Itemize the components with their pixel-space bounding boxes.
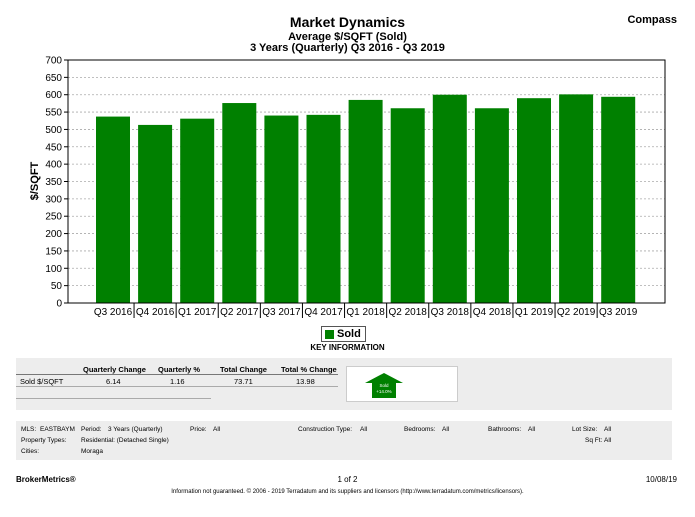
table-header-rule bbox=[16, 374, 338, 375]
bar-q3-2018 bbox=[432, 94, 467, 303]
col-header-total-pct-change: Total % Change bbox=[281, 365, 337, 374]
bar-q3-2019 bbox=[601, 96, 636, 303]
y-tick-label: 650 bbox=[45, 73, 62, 84]
kpi-badge-value: +14.0% bbox=[376, 389, 391, 394]
bar-q1-2018 bbox=[348, 99, 383, 304]
bar-q4-2018 bbox=[474, 108, 509, 303]
x-tick-label: Q3 2016 bbox=[94, 307, 133, 318]
filter-property-label: Property Types: bbox=[21, 437, 67, 444]
table-row-rule-2 bbox=[16, 398, 211, 399]
filter-period-label: Period: bbox=[81, 426, 102, 433]
x-tick-label: Q2 2018 bbox=[389, 307, 428, 318]
footer-brand: BrokerMetrics® bbox=[16, 475, 76, 484]
brand-name: Compass bbox=[627, 14, 677, 26]
filter-bathrooms-label: Bathrooms: bbox=[488, 426, 522, 433]
filter-period-value: 3 Years (Quarterly) bbox=[108, 426, 163, 433]
up-arrow-icon: Sold +14.0% bbox=[365, 373, 403, 398]
y-tick-label: 150 bbox=[45, 246, 62, 257]
y-tick-label: 50 bbox=[51, 281, 63, 292]
y-tick-label: 0 bbox=[56, 299, 62, 310]
y-tick-label: 450 bbox=[45, 142, 62, 153]
cell-total-pct-change: 13.98 bbox=[296, 377, 315, 386]
cell-total-change: 73.71 bbox=[234, 377, 253, 386]
key-information-heading: KEY INFORMATION bbox=[310, 343, 385, 352]
filter-property-value: Residential: (Detached Single) bbox=[81, 437, 169, 444]
x-tick-label: Q1 2019 bbox=[515, 307, 554, 318]
chart-bars bbox=[96, 94, 636, 304]
y-tick-label: 550 bbox=[45, 108, 62, 119]
y-tick-label: 350 bbox=[45, 177, 62, 188]
x-tick-label: Q3 2018 bbox=[431, 307, 470, 318]
legend-swatch-sold bbox=[325, 329, 334, 339]
filter-construction-label: Construction Type: bbox=[298, 426, 353, 433]
plot-frame bbox=[67, 59, 666, 304]
bar-q4-2016 bbox=[138, 124, 173, 303]
cell-quarterly-change: 6.14 bbox=[106, 377, 121, 386]
bar-q1-2019 bbox=[517, 98, 551, 303]
x-tick-label: Q2 2019 bbox=[557, 307, 596, 318]
cell-quarterly-pct: 1.16 bbox=[170, 377, 185, 386]
bar-q2-2019 bbox=[559, 94, 594, 303]
kpi-badge-label: Sold bbox=[379, 383, 389, 388]
filter-bathrooms-value: All bbox=[528, 426, 536, 433]
col-header-quarterly-pct: Quarterly % bbox=[158, 365, 201, 374]
y-axis-ticks: 0 50 100 150 200 250 300 350 400 450 500 550 600 650 7… bbox=[45, 56, 68, 310]
y-tick-label: 300 bbox=[45, 194, 62, 205]
filter-sqft-label: Sq Ft: bbox=[585, 437, 603, 444]
table-row-rule bbox=[16, 386, 338, 387]
filter-construction-value: All bbox=[360, 426, 368, 433]
chart-period-subtitle: 3 Years (Quarterly) Q3 2016 - Q3 2019 bbox=[250, 42, 445, 54]
filter-cities-value: Moraga bbox=[81, 448, 104, 455]
filter-lot-label: Lot Size: bbox=[572, 426, 598, 433]
bar-q4-2017 bbox=[306, 114, 341, 303]
y-tick-label: 100 bbox=[45, 264, 62, 275]
x-axis-ticks: Q3 2016 Q4 2016 Q1 2017 Q2 2017 Q3 2017 Q4 20… bbox=[94, 303, 638, 318]
y-tick-label: 250 bbox=[45, 212, 62, 223]
y-tick-label: 500 bbox=[45, 125, 62, 136]
chart-subtitle: Average $/SQFT (Sold) bbox=[288, 31, 407, 43]
filter-lot-value: All bbox=[604, 426, 612, 433]
bar-q3-2016 bbox=[96, 116, 130, 303]
kpi-trend-box: Sold +14.0% bbox=[346, 366, 458, 402]
y-tick-label: 700 bbox=[45, 56, 62, 67]
y-axis-label: $/SQFT bbox=[29, 161, 41, 200]
x-tick-label: Q4 2016 bbox=[136, 307, 175, 318]
filter-mls-label: MLS: bbox=[21, 426, 37, 433]
row-label-sold-sqft: Sold $/SQFT bbox=[20, 377, 64, 386]
x-tick-label: Q2 2017 bbox=[220, 307, 259, 318]
filter-price-value: All bbox=[213, 426, 221, 433]
filter-mls-value: EASTBAYM bbox=[40, 426, 75, 433]
y-tick-label: 200 bbox=[45, 229, 62, 240]
bar-q2-2018 bbox=[390, 108, 425, 303]
disclaimer: Information not guaranteed. © 2006 - 201… bbox=[171, 489, 524, 495]
legend-label-sold: Sold bbox=[337, 328, 361, 340]
filter-panel bbox=[16, 421, 672, 460]
bar-chart: 0 50 100 150 200 250 300 350 400 450 500 550 600 650 7… bbox=[29, 56, 666, 318]
page-number: 1 of 2 bbox=[337, 475, 358, 484]
filter-bedrooms-value: All bbox=[442, 426, 450, 433]
y-tick-label: 400 bbox=[45, 160, 62, 171]
bar-q1-2017 bbox=[180, 118, 215, 303]
bar-q3-2017 bbox=[264, 115, 299, 304]
x-tick-label: Q3 2017 bbox=[262, 307, 301, 318]
key-information-panel bbox=[16, 358, 672, 410]
y-tick-label: 600 bbox=[45, 90, 62, 101]
chart-title: Market Dynamics bbox=[289, 14, 406, 30]
filter-price-label: Price: bbox=[190, 426, 207, 433]
col-header-total-change: Total Change bbox=[220, 365, 267, 374]
report-date: 10/08/19 bbox=[645, 475, 677, 484]
x-tick-label: Q1 2018 bbox=[346, 307, 385, 318]
filter-sqft-value: All bbox=[604, 437, 612, 444]
x-tick-label: Q4 2018 bbox=[473, 307, 512, 318]
x-tick-label: Q4 2017 bbox=[304, 307, 343, 318]
chart-legend: Sold bbox=[321, 326, 366, 342]
filter-cities-label: Cities: bbox=[21, 448, 40, 455]
bar-q2-2017 bbox=[222, 103, 257, 303]
x-tick-label: Q1 2017 bbox=[178, 307, 217, 318]
col-header-quarterly-change: Quarterly Change bbox=[83, 365, 146, 374]
x-tick-label: Q3 2019 bbox=[599, 307, 638, 318]
filter-bedrooms-label: Bedrooms: bbox=[404, 426, 436, 433]
